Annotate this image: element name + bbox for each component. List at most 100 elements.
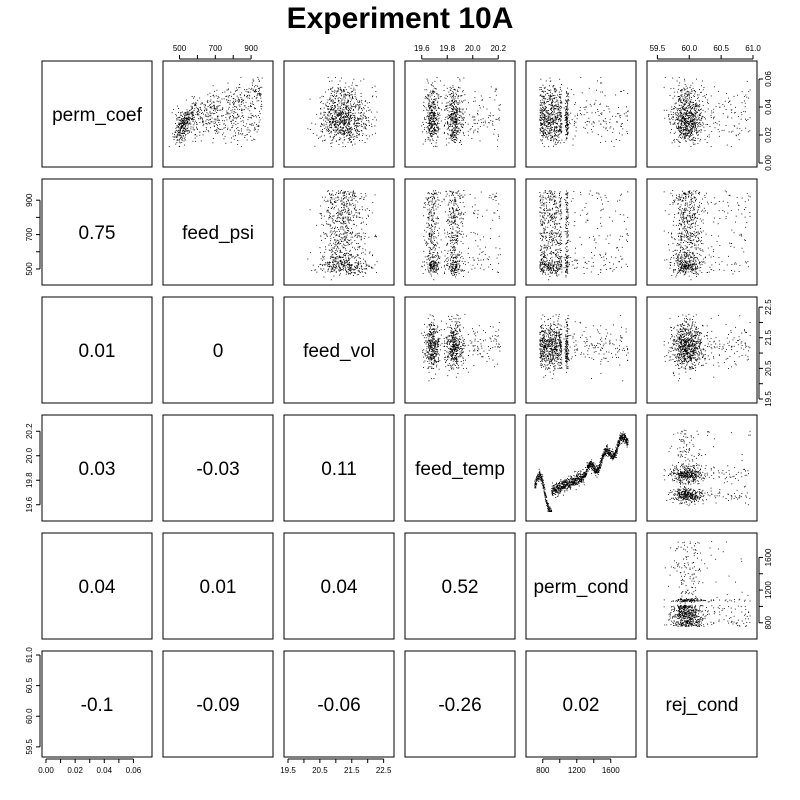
data-point (357, 265, 358, 267)
data-point (329, 193, 330, 195)
data-point (692, 142, 694, 144)
data-point (353, 190, 354, 192)
data-point (341, 129, 343, 131)
data-point (195, 105, 197, 106)
data-point (579, 106, 581, 108)
data-point (191, 96, 193, 97)
data-point (689, 126, 691, 128)
data-point (234, 106, 235, 108)
data-point (457, 130, 459, 132)
data-point (348, 273, 350, 275)
data-point (687, 92, 689, 94)
data-point (256, 125, 258, 127)
data-point (446, 116, 448, 118)
data-point (331, 198, 333, 200)
data-point (346, 261, 348, 262)
data-point (548, 113, 550, 115)
data-point (340, 113, 342, 115)
data-point (691, 92, 693, 94)
data-point (744, 106, 746, 108)
data-point (680, 97, 681, 99)
data-point (344, 216, 346, 218)
data-point (678, 126, 680, 128)
data-point (459, 80, 461, 82)
data-point (432, 111, 433, 113)
data-point (325, 201, 327, 202)
data-point (344, 269, 346, 271)
data-point (342, 123, 344, 125)
data-point (455, 134, 457, 136)
data-point (350, 101, 351, 103)
data-point (312, 133, 314, 134)
data-point (182, 135, 184, 136)
data-point (547, 111, 549, 113)
data-point (356, 132, 358, 134)
data-point (694, 118, 696, 120)
data-point (451, 137, 453, 139)
data-point (597, 134, 599, 136)
data-point (334, 230, 335, 232)
data-point (182, 125, 184, 127)
data-point (348, 216, 349, 218)
data-point (550, 109, 552, 110)
data-point (349, 259, 350, 261)
data-point (670, 88, 672, 90)
data-point (184, 122, 186, 124)
data-point (681, 91, 683, 93)
data-point (679, 126, 681, 127)
data-point (567, 103, 569, 105)
data-point (348, 100, 350, 102)
data-point (691, 113, 693, 115)
data-point (330, 268, 332, 270)
data-point (228, 116, 230, 118)
data-point (432, 91, 434, 93)
data-point (342, 98, 344, 100)
data-point (690, 120, 692, 122)
data-point (361, 222, 363, 224)
data-point (336, 213, 337, 214)
data-point (341, 200, 343, 202)
data-point (540, 127, 542, 129)
data-point (684, 107, 686, 109)
data-point (320, 112, 322, 114)
data-point (339, 211, 341, 213)
data-point (701, 129, 702, 131)
data-point (234, 117, 236, 119)
data-point (693, 124, 695, 126)
data-point (546, 121, 547, 123)
data-point (685, 124, 687, 126)
data-point (248, 94, 250, 96)
data-point (361, 99, 363, 101)
data-point (320, 108, 322, 110)
data-point (348, 86, 350, 88)
data-point (430, 127, 432, 129)
data-point (544, 116, 546, 118)
data-point (350, 264, 352, 266)
data-point (350, 265, 352, 267)
scatter-panel-perm_coef-vs-feed_vol (307, 77, 378, 148)
data-point (730, 146, 732, 148)
data-point (341, 199, 343, 201)
data-point (250, 135, 252, 137)
data-point (551, 114, 553, 116)
data-point (436, 124, 437, 126)
data-point (452, 123, 454, 125)
data-point (222, 109, 223, 110)
data-point (345, 114, 347, 115)
data-point (376, 111, 378, 113)
data-point (339, 250, 341, 251)
data-point (686, 134, 688, 135)
data-point (351, 264, 353, 265)
data-point (332, 222, 334, 224)
data-point (456, 130, 458, 132)
data-point (565, 122, 567, 124)
data-point (556, 115, 558, 117)
data-point (364, 233, 366, 234)
data-point (453, 131, 455, 133)
data-point (551, 108, 553, 110)
data-point (431, 91, 433, 93)
data-point (432, 114, 434, 116)
data-point (334, 246, 336, 248)
data-point (684, 118, 686, 120)
data-point (335, 235, 337, 237)
